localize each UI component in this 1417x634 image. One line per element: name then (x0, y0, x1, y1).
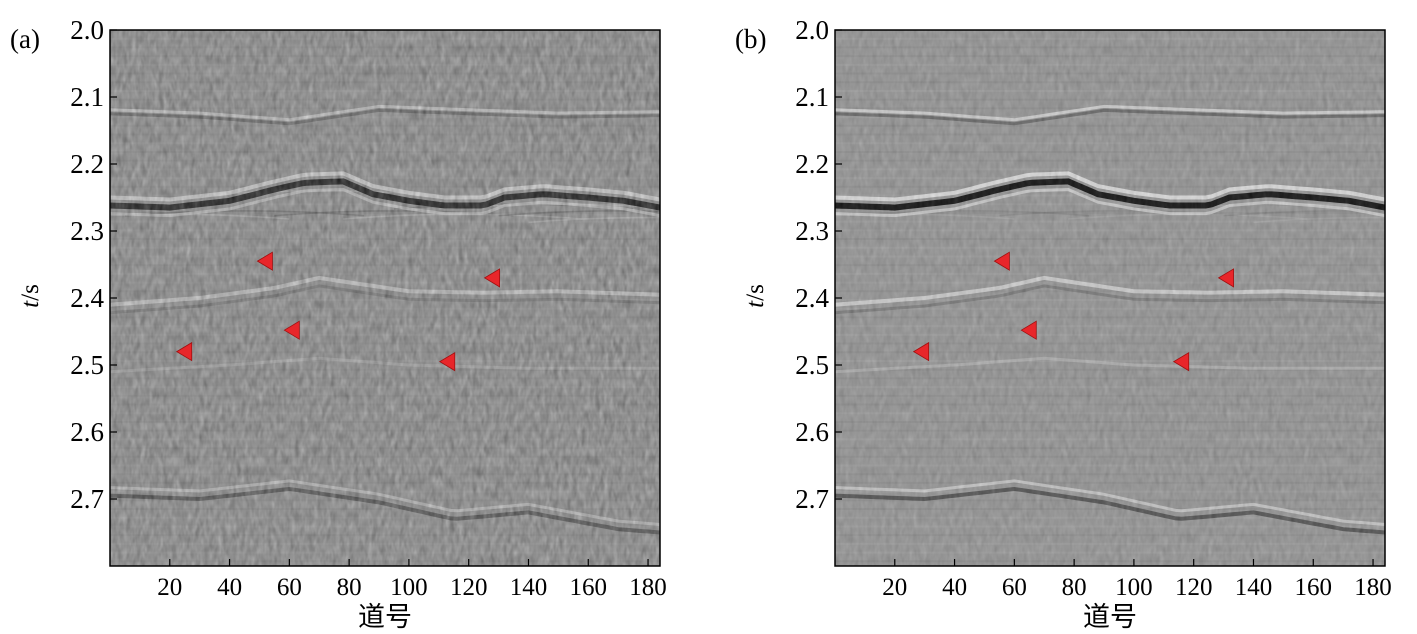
event-marker-icon (912, 341, 930, 362)
y-tick-label: 2.6 (795, 417, 829, 447)
seismic-image (110, 30, 660, 566)
event-marker-icon (438, 351, 456, 372)
event-marker-icon (175, 341, 193, 362)
x-tick-label: 160 (570, 574, 608, 601)
panel-a: 2.0 2.1 2.2 2.3 2.4 2.5 2.6 2.7 20 40 60 80 100 120 14… (10, 15, 667, 632)
y-tick-label: 2.4 (795, 283, 829, 313)
event-marker-icon (993, 251, 1010, 271)
x-tick-label: 20 (882, 574, 907, 601)
event-marker-icon (1172, 351, 1190, 372)
x-tick-label: 100 (390, 574, 428, 601)
y-axis-label: t/s (17, 284, 44, 308)
y-tick-label: 2.7 (70, 484, 104, 514)
x-tick-label: 120 (1175, 574, 1213, 601)
x-tick-label: 80 (337, 574, 362, 601)
y-tick-label: 2.7 (795, 484, 829, 514)
x-tick-label: 60 (277, 574, 302, 601)
panel-b: 2.0 2.1 2.2 2.3 2.4 2.5 2.6 2.7 20 40 60 80 100 120 14… (735, 15, 1392, 632)
event-marker-icon (283, 320, 300, 340)
x-tick-label: 80 (1062, 574, 1087, 601)
y-tick-label: 2.4 (70, 283, 104, 313)
y-tick-label: 2.5 (70, 350, 104, 380)
x-axis-label: 道号 (358, 602, 412, 632)
y-tick-label: 2.6 (70, 417, 104, 447)
y-tick-label: 2.1 (795, 82, 829, 112)
panel-label: (a) (10, 24, 40, 54)
y-tick-label: 2.3 (70, 216, 104, 246)
y-axis-label: t/s (742, 284, 769, 308)
y-tick-label: 2.2 (70, 149, 104, 179)
x-axis-label: 道号 (1083, 602, 1137, 632)
y-tick-label: 2.0 (795, 15, 829, 45)
x-tick-label: 100 (1115, 574, 1153, 601)
x-tick-label: 40 (942, 574, 967, 601)
x-tick-label: 180 (629, 574, 667, 601)
x-tick-label: 20 (157, 574, 182, 601)
y-tick-label: 2.5 (795, 350, 829, 380)
event-marker-icon (256, 251, 273, 271)
x-tick-label: 120 (450, 574, 488, 601)
seismic-image (835, 30, 1385, 566)
y-tick-label: 2.0 (70, 15, 104, 45)
x-tick-label: 40 (217, 574, 242, 601)
x-tick-label: 60 (1002, 574, 1027, 601)
x-tick-label: 180 (1354, 574, 1392, 601)
event-marker-icon (483, 268, 501, 288)
y-tick-label: 2.2 (795, 149, 829, 179)
y-tick-label: 2.3 (795, 216, 829, 246)
event-marker-icon (1020, 320, 1037, 340)
y-tick-label: 2.1 (70, 82, 104, 112)
x-tick-label: 140 (510, 574, 548, 601)
x-tick-label: 140 (1235, 574, 1273, 601)
panel-label: (b) (735, 24, 766, 54)
x-tick-label: 160 (1295, 574, 1333, 601)
event-marker-icon (1217, 268, 1234, 288)
